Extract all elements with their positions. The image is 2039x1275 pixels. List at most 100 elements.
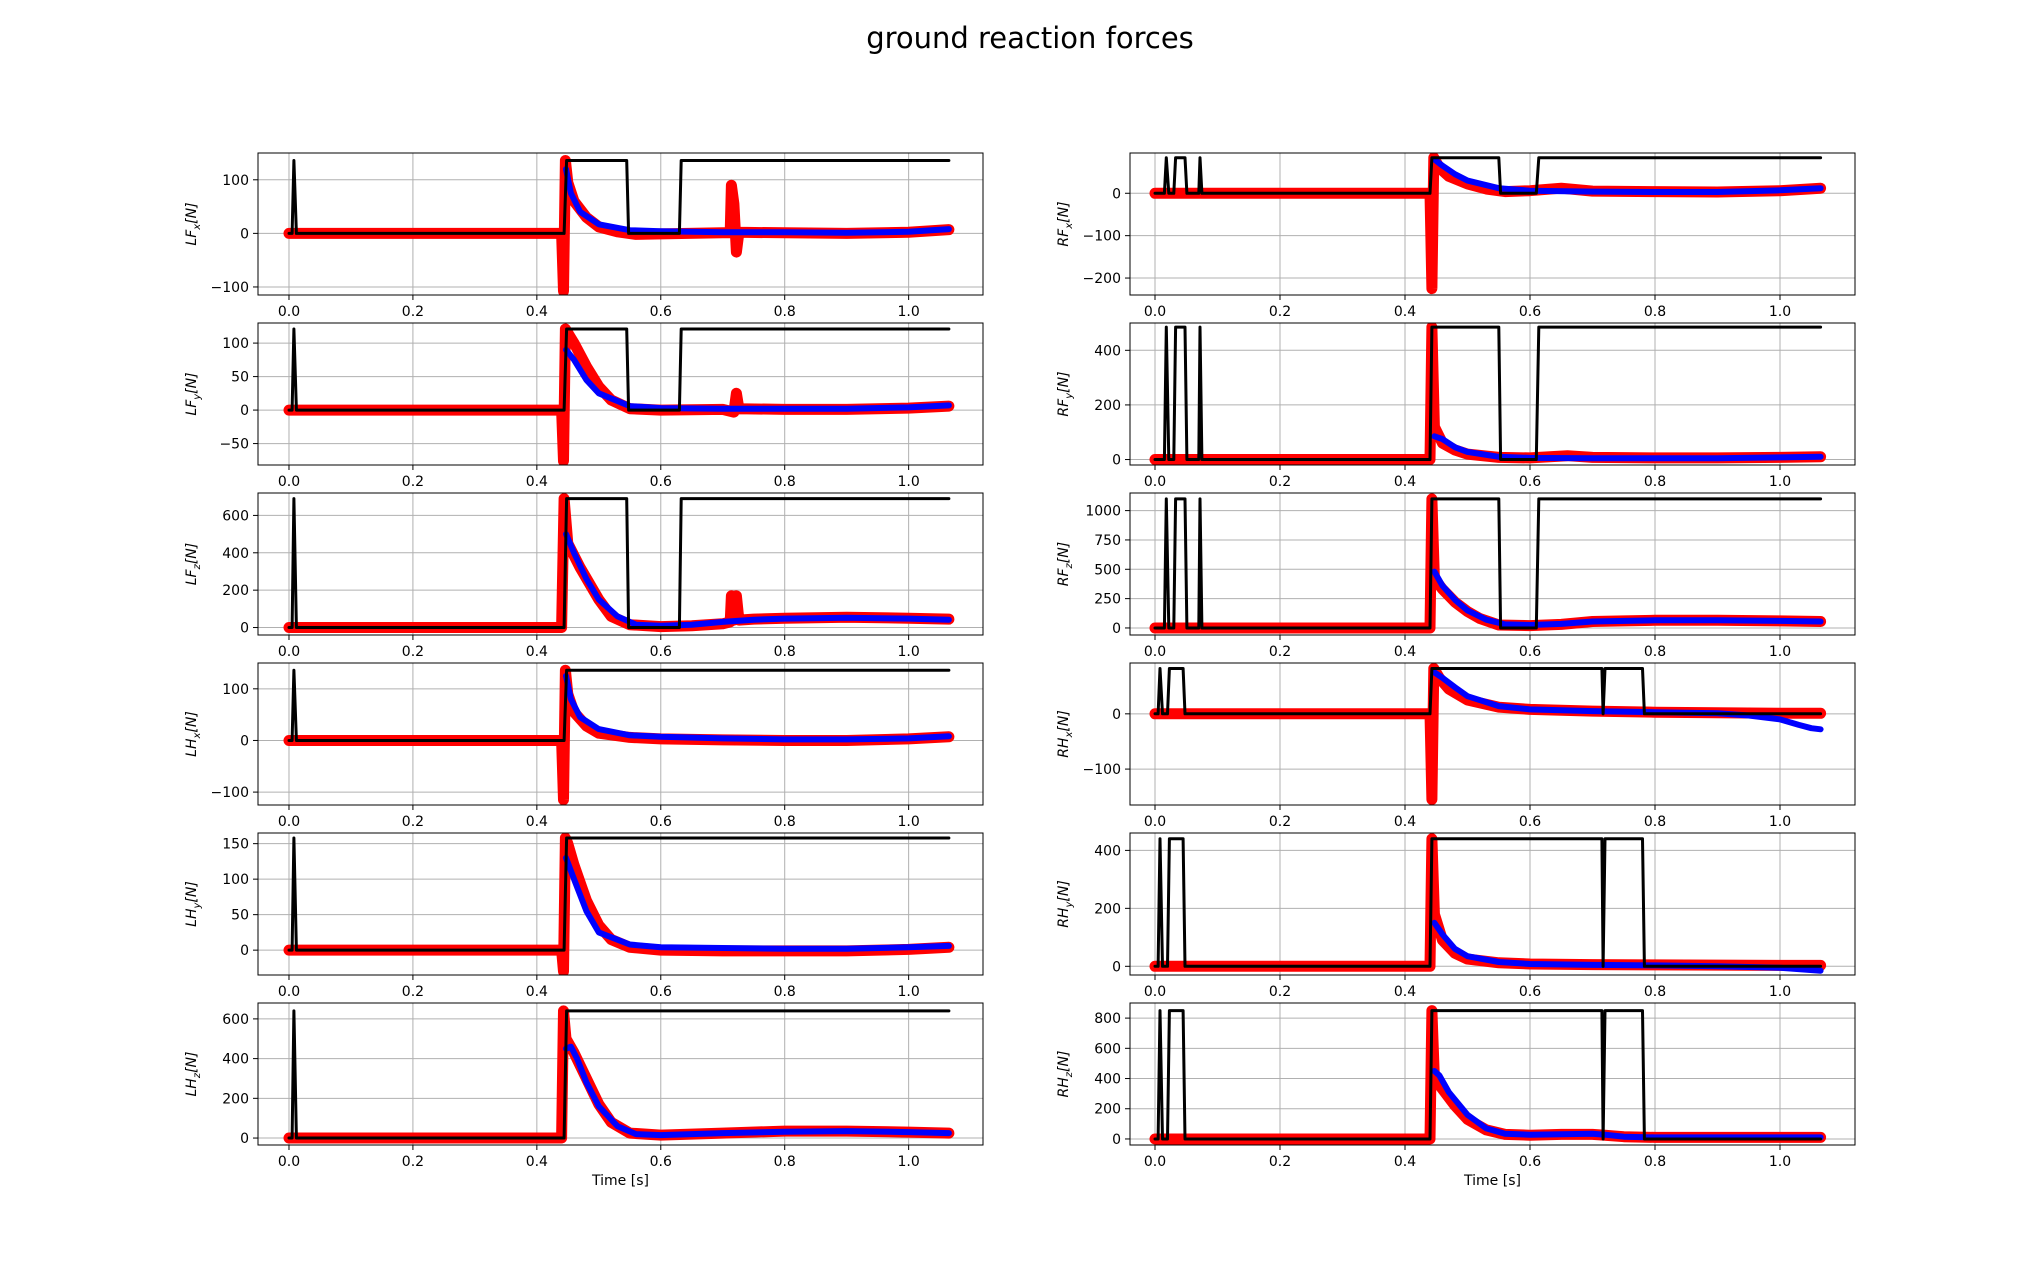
x-tick-label: 1.0: [1769, 814, 1791, 830]
axes-frame: [1129, 1002, 1856, 1146]
x-tick-label: 0.0: [278, 984, 300, 1000]
y-tick-label: 150: [222, 837, 249, 853]
subplot-9: 0.0 0.2 0.4 0.6 0.8 1.0 0 50 100 150 LHy[N]: [184, 832, 984, 1000]
x-tick-label: 0.4: [1394, 814, 1416, 830]
x-tick-label: 0.4: [526, 1154, 548, 1170]
x-tick-label: 0.4: [1394, 1154, 1416, 1170]
y-tick-label: 400: [1094, 343, 1121, 359]
x-tick-label: 0.2: [1269, 984, 1291, 1000]
series-group: [283, 1005, 955, 1144]
x-tick-label: 0.8: [1644, 814, 1666, 830]
series-line-black: [1153, 837, 1823, 968]
x-tick-label: 1.0: [1769, 1154, 1791, 1170]
plot-area: [258, 323, 983, 465]
x-tick-label: 0.8: [1644, 984, 1666, 1000]
axes-frame: [257, 492, 984, 636]
series-line-blue: [1431, 568, 1824, 628]
y-tick-label: 0: [1112, 959, 1121, 975]
y-tick-label: 100: [222, 336, 249, 352]
x-tick-label: 1.0: [898, 644, 920, 660]
plot-area: [1130, 663, 1855, 805]
series-line-black: [1153, 325, 1823, 461]
x-tick-label: 0.6: [650, 1154, 672, 1170]
x-tick-label: 0.4: [526, 814, 548, 830]
x-tick-label: 0.2: [1269, 1154, 1291, 1170]
y-tick-label: 250: [1094, 592, 1121, 608]
y-tick-label: 200: [222, 583, 249, 599]
plot-area: [1130, 833, 1855, 975]
axes-frame: [257, 322, 984, 466]
subplot-8: 0.0 0.2 0.4 0.6 0.8 1.0 −100 0 RHx[N]: [1056, 662, 1856, 830]
axes-frame: [1129, 662, 1856, 806]
y-tick-label: 600: [1094, 1041, 1121, 1057]
series-line-black: [1153, 156, 1823, 195]
x-tick-label: 0.8: [1644, 304, 1666, 320]
x-tick-label: 0.0: [1144, 984, 1166, 1000]
x-tick-label: 0.4: [1394, 304, 1416, 320]
x-tick-label: 0.6: [1519, 304, 1541, 320]
y-tick-label: 750: [1094, 533, 1121, 549]
series-group: [1149, 323, 1827, 465]
x-tick-label: 1.0: [1769, 474, 1791, 490]
subplot-5: 0.0 0.2 0.4 0.6 0.8 1.0 0 200 400 600 LFz[N]: [184, 492, 984, 660]
subplot-11: 0.0 0.2 0.4 0.6 0.8 1.0 0 200 400 600 LHz[N] Time […: [184, 1002, 984, 1189]
x-tick-label: 0.0: [1144, 814, 1166, 830]
x-tick-label: 0.6: [1519, 984, 1541, 1000]
y-tick-label: 0: [240, 226, 249, 242]
y-tick-label: −50: [219, 437, 249, 453]
series-line-black: [1153, 667, 1823, 716]
axes-frame: [257, 152, 984, 296]
x-tick-label: 0.8: [1644, 1154, 1666, 1170]
plot-area: [1130, 153, 1855, 295]
series-group: [283, 155, 955, 295]
y-tick-label: −100: [1083, 762, 1121, 778]
series-line-black: [287, 327, 951, 412]
y-axis-label: LHx[N]: [184, 711, 203, 757]
x-tick-label: 0.6: [650, 984, 672, 1000]
series-line-blue: [1431, 669, 1824, 733]
y-tick-label: 100: [222, 173, 249, 189]
x-tick-label: 0.2: [402, 474, 424, 490]
y-tick-label: 0: [240, 943, 249, 959]
x-tick-label: 0.6: [650, 474, 672, 490]
x-tick-label: 0.8: [1644, 644, 1666, 660]
x-tick-label: 0.4: [1394, 474, 1416, 490]
y-axis-label: LFy[N]: [184, 372, 203, 415]
y-tick-label: −100: [211, 280, 249, 296]
y-tick-label: 200: [1094, 398, 1121, 414]
series-line-blue: [1431, 1068, 1824, 1141]
x-tick-label: 0.6: [1519, 1154, 1541, 1170]
x-tick-label: 1.0: [898, 304, 920, 320]
x-tick-label: 0.8: [1644, 474, 1666, 490]
x-tick-label: 0.0: [1144, 644, 1166, 660]
y-axis-label: RHz[N]: [1056, 1051, 1075, 1098]
series-line-black: [287, 836, 951, 952]
y-tick-label: 100: [222, 872, 249, 888]
x-tick-label: 0.0: [278, 1154, 300, 1170]
axes-frame: [257, 832, 984, 976]
y-tick-label: 400: [222, 546, 249, 562]
x-tick-label: 0.2: [402, 304, 424, 320]
subplot-1: 0.0 0.2 0.4 0.6 0.8 1.0 −100 0 100 LFx[N]: [184, 152, 984, 320]
y-tick-label: 50: [231, 908, 249, 924]
x-tick-label: 0.6: [1519, 644, 1541, 660]
y-tick-label: 400: [1094, 843, 1121, 859]
plot-area: [258, 493, 983, 635]
series-line-black: [1153, 1009, 1823, 1141]
series-group: [283, 833, 955, 975]
x-tick-label: 1.0: [1769, 644, 1791, 660]
x-tick-label: 1.0: [1769, 304, 1791, 320]
x-tick-label: 0.6: [1519, 474, 1541, 490]
x-tick-label: 1.0: [898, 984, 920, 1000]
x-tick-label: 0.2: [1269, 304, 1291, 320]
y-axis-label: RHx[N]: [1056, 710, 1075, 758]
y-axis-label: RHy[N]: [1056, 880, 1075, 928]
y-tick-label: 600: [222, 1012, 249, 1028]
x-tick-label: 0.6: [650, 644, 672, 660]
y-tick-label: 0: [1112, 1132, 1121, 1148]
series-line-blue: [563, 531, 952, 629]
y-tick-label: 400: [222, 1052, 249, 1068]
x-tick-label: 0.8: [774, 644, 796, 660]
x-tick-label: 0.2: [1269, 644, 1291, 660]
